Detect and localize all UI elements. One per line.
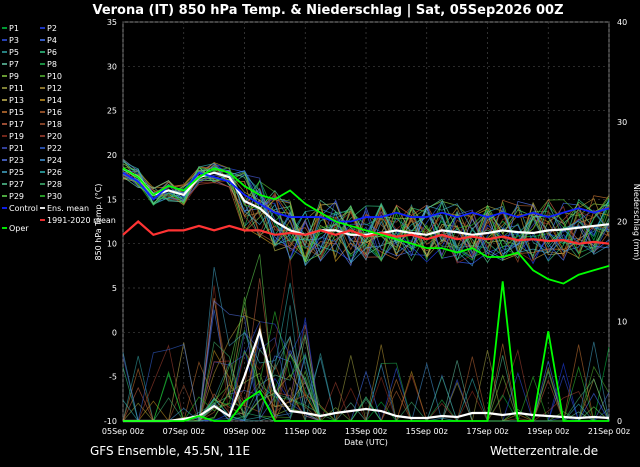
legend-label: P12 (47, 84, 62, 93)
legend-label: P10 (47, 72, 62, 81)
ensemble-member-temp (122, 172, 610, 264)
x-axis-ticks: 05Sep 00z 07Sep 00z 09Sep 00z 11Sep 00z 13Se… (102, 427, 630, 436)
x-tick-label: 13Sep 00z (345, 427, 387, 436)
legend: P1 P2 P3 P4 P5 P6 P7 P8 P9 P10 P11 P12 P13 P14 P15 P16 P… (2, 24, 116, 233)
grid (122, 21, 610, 422)
legend-label: P7 (9, 60, 19, 69)
series-line-ens-mean (122, 167, 610, 236)
legend-label: Control (9, 204, 38, 213)
legend-label: P6 (47, 48, 57, 57)
ensemble-member-temp (122, 159, 610, 261)
y-tick-label: 10 (107, 240, 117, 249)
legend-label: P25 (9, 168, 24, 177)
legend-label: P9 (9, 72, 19, 81)
y-tick-label: 35 (107, 18, 117, 27)
legend-label: P13 (9, 96, 24, 105)
legend-label: P1 (9, 24, 19, 33)
legend-label: P4 (47, 36, 57, 45)
y-tick-label: 15 (107, 195, 117, 204)
legend-label: P28 (47, 180, 62, 189)
legend-label: P3 (9, 36, 19, 45)
series-line-1991-2020-mean (122, 220, 610, 245)
legend-label: P14 (47, 96, 62, 105)
series-line-ens-mean-precip (123, 327, 610, 423)
legend-label: P22 (47, 144, 62, 153)
legend-label: Ens. mean (47, 204, 89, 213)
y-tick-label: 25 (107, 107, 117, 116)
legend-label: Oper (9, 224, 29, 233)
footer-right: Wetterzentrale.de (490, 444, 598, 458)
legend-label: 1991-2020 mean (47, 216, 116, 225)
y2-axis-ticks: 40 30 20 10 0 (617, 18, 627, 426)
y-tick-label: 30 (107, 62, 117, 71)
legend-label: P23 (9, 156, 24, 165)
y2-tick-label: 20 (617, 218, 627, 227)
y-axis-ticks: 35 30 25 20 15 10 5 0 -5 -10 (104, 18, 117, 426)
y2-tick-label: 30 (617, 118, 627, 127)
series-line-oper (122, 167, 610, 285)
x-tick-label: 19Sep 00z (527, 427, 569, 436)
x-tick-label: 17Sep 00z (466, 427, 508, 436)
legend-label: P27 (9, 180, 24, 189)
legend-label: P21 (9, 144, 24, 153)
legend-label: P17 (9, 120, 24, 129)
legend-label: P24 (47, 156, 62, 165)
y2-tick-label: 0 (617, 417, 622, 426)
ensemble-member-temp (122, 168, 610, 264)
legend-label: P16 (47, 108, 62, 117)
y-tick-label: -10 (104, 417, 117, 426)
series-lines (122, 167, 610, 423)
y-axis-label: 850 hPa Temp. (°C) (94, 183, 103, 260)
legend-label: P15 (9, 108, 24, 117)
ensemble-member-precip (123, 311, 609, 422)
legend-label: P30 (47, 192, 62, 201)
legend-label: P11 (9, 84, 24, 93)
y-tick-label: 0 (112, 328, 117, 337)
legend-label: P29 (9, 192, 24, 201)
x-tick-label: 15Sep 00z (406, 427, 448, 436)
y-tick-label: 5 (112, 284, 117, 293)
y-tick-label: 20 (107, 151, 117, 160)
legend-label: P8 (47, 60, 57, 69)
series-line-oper-precip (123, 281, 609, 422)
x-tick-label: 05Sep 00z (102, 427, 144, 436)
y2-axis-label: Niederschlag (mm) (632, 184, 640, 261)
legend-label: P18 (47, 120, 62, 129)
x-tick-label: 07Sep 00z (163, 427, 205, 436)
y-tick-label: -5 (109, 373, 117, 382)
legend-label: P5 (9, 48, 19, 57)
ensemble-member-temp (122, 169, 610, 262)
chart-title: Verona (IT) 850 hPa Temp. & Niederschlag… (92, 3, 563, 18)
footer-left: GFS Ensemble, 45.5N, 11E (90, 444, 250, 458)
legend-label: P26 (47, 168, 62, 177)
x-tick-label: 11Sep 00z (284, 427, 326, 436)
legend-label: P20 (47, 132, 62, 141)
y2-tick-label: 40 (617, 18, 627, 27)
legend-label: P19 (9, 132, 24, 141)
ensemble-member-temp (122, 167, 610, 261)
x-tick-label: 21Sep 00z (588, 427, 630, 436)
legend-label: P2 (47, 24, 57, 33)
ensemble-member-temp (122, 161, 610, 263)
x-axis-label: Date (UTC) (344, 438, 388, 447)
y2-tick-label: 10 (617, 317, 627, 326)
x-tick-label: 09Sep 00z (223, 427, 265, 436)
